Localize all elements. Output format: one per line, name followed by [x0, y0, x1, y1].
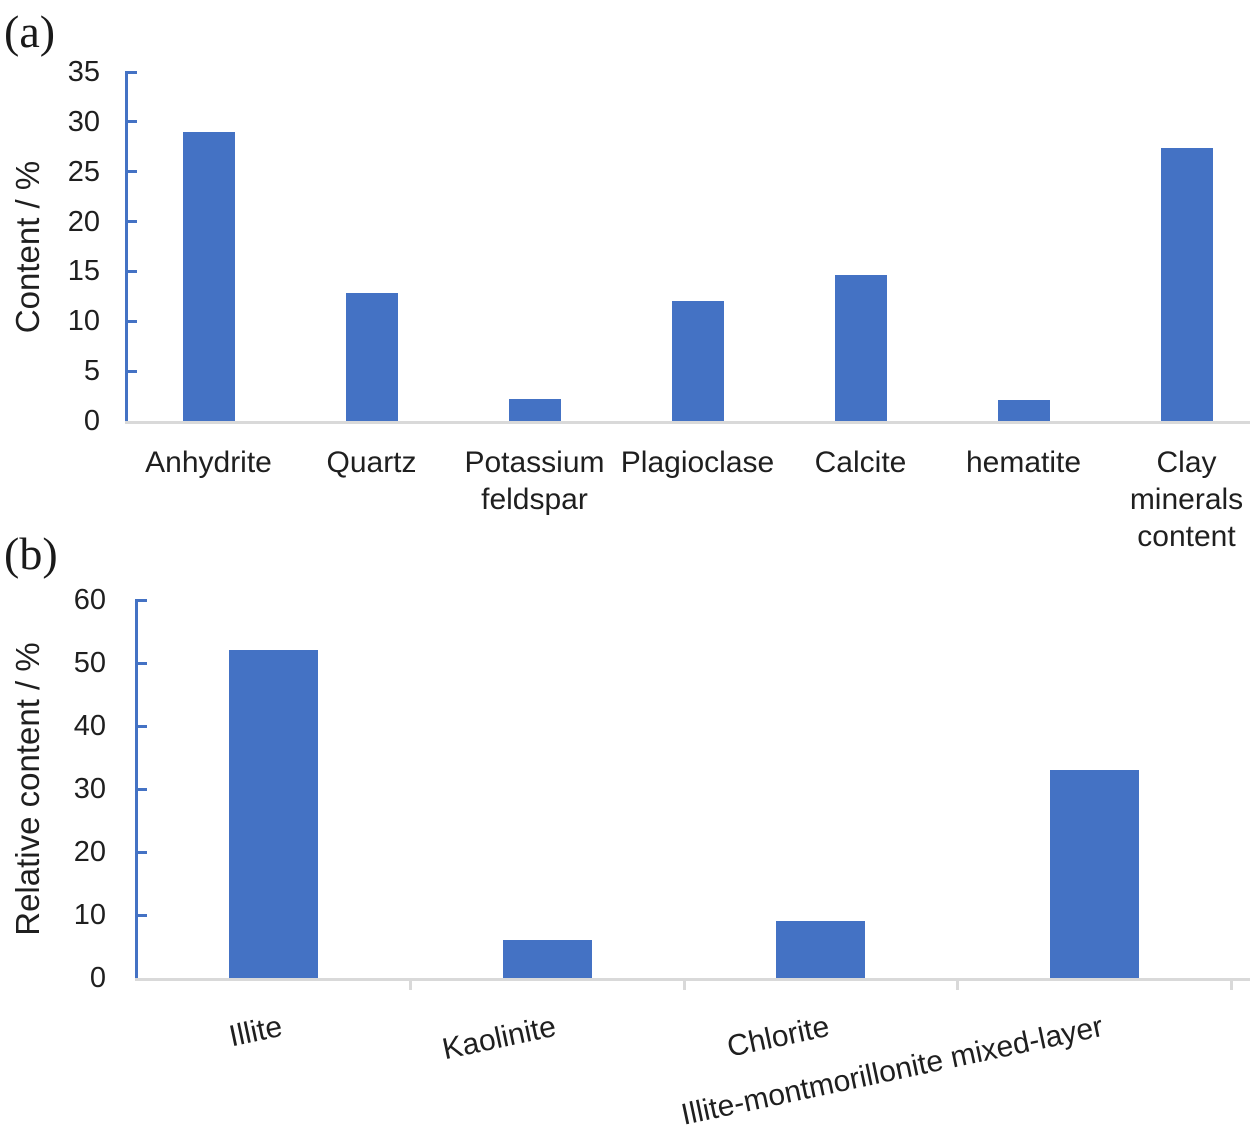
panel-b-category-boundary-tick-1	[409, 981, 412, 990]
bar-quartz	[345, 293, 398, 421]
bar-illite-montmorillonite-mixed-layer	[1049, 770, 1139, 978]
x-label-potassium-feldspar: Potassium feldspar	[464, 446, 605, 516]
panel-b-y-tick-10	[138, 913, 147, 917]
x-label-hematite: hematite	[965, 446, 1082, 479]
panel-a-y-tick-label-15: 15	[67, 255, 100, 288]
panel-b-y-tick-label-10: 10	[73, 899, 106, 931]
panel-a-y-tick-label-30: 30	[67, 105, 100, 138]
panel-b-x-axis-line	[135, 978, 1250, 981]
panel-b-y-tick-label-0: 0	[89, 962, 106, 994]
panel-b-y-tick-label-60: 60	[73, 584, 106, 616]
panel-a-y-tick-label-5: 5	[83, 355, 100, 388]
panel-b-y-axis-line	[135, 599, 138, 979]
panel-b-y-tick-label-20: 20	[73, 836, 106, 868]
panel-a-y-tick-20	[128, 220, 137, 224]
panel-b-letter: (b)	[4, 528, 58, 579]
panel-b-y-tick-30	[138, 787, 147, 791]
panel-a-y-tick-5	[128, 369, 137, 373]
panel-a-y-tick-10	[128, 319, 137, 323]
panel-b-y-tick-20	[138, 850, 147, 854]
bar-hematite	[997, 400, 1050, 421]
panel-a-y-axis-line	[125, 71, 128, 422]
bar-kaolinite	[502, 940, 592, 978]
x-label-quartz: Quartz	[326, 446, 417, 479]
x-label-anhydrite: Anhydrite	[145, 446, 272, 479]
panel-a-y-tick-25	[128, 170, 137, 174]
panel-b-y-tick-label-40: 40	[73, 710, 106, 742]
panel-a-y-tick-label-25: 25	[67, 155, 100, 188]
panel-b-category-boundary-tick-4	[1229, 981, 1233, 990]
panel-a-y-tick-35	[128, 70, 137, 74]
bar-calcite	[834, 275, 887, 421]
panel-a-letter: (a)	[4, 6, 56, 57]
x-label-illite: Illite	[226, 1010, 286, 1054]
panel-b-category-boundary-tick-2	[682, 981, 686, 990]
panel-a-y-tick-30	[128, 120, 137, 124]
bar-anhydrite	[182, 131, 235, 421]
x-label-clay-minerals-content: Clay minerals content	[1129, 446, 1244, 553]
panel-a-y-tick-label-10: 10	[67, 305, 100, 338]
panel-b-y-tick-50	[138, 661, 147, 665]
x-label-chlorite: Chlorite	[724, 1010, 833, 1064]
bar-potassium-feldspar	[508, 399, 561, 421]
panel-a-x-axis-line	[125, 421, 1250, 424]
x-label-kaolinite: Kaolinite	[439, 1010, 560, 1067]
panel-a-y-tick-label-35: 35	[67, 56, 100, 88]
panel-b-y-tick-label-30: 30	[73, 773, 106, 805]
panel-b-y-tick-label-50: 50	[73, 647, 106, 679]
bar-illite	[229, 650, 319, 978]
bar-chlorite	[776, 921, 866, 978]
x-label-plagioclase: Plagioclase	[620, 446, 775, 479]
bar-clay-minerals-content	[1160, 147, 1213, 421]
panel-b-category-boundary-tick-3	[956, 981, 959, 990]
x-label-calcite: Calcite	[814, 446, 907, 479]
panel-b-y-tick-60	[138, 598, 147, 602]
bar-plagioclase	[671, 301, 724, 421]
panel-a-y-tick-label-20: 20	[67, 205, 100, 238]
panel-a-y-tick-15	[128, 269, 137, 273]
panel-b-y-tick-40	[138, 724, 147, 728]
panel-a-y-tick-label-0: 0	[83, 405, 100, 437]
